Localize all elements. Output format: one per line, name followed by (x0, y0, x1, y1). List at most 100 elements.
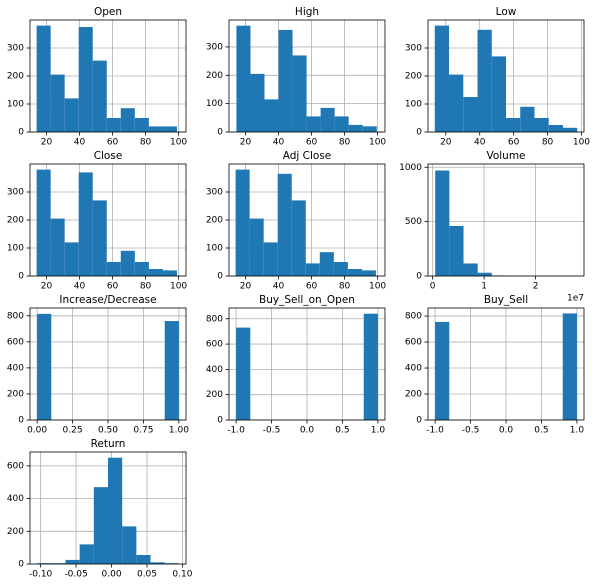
y-tick-label: 800 (7, 311, 24, 321)
subplot-title: Close (94, 150, 123, 162)
y-tick-label: 0 (217, 128, 223, 138)
bar (477, 272, 492, 276)
y-tick-label: 200 (7, 72, 24, 82)
y-tick-label: 0 (18, 272, 24, 282)
bar (79, 544, 94, 564)
bar (491, 56, 506, 132)
bar (278, 29, 293, 133)
bar (235, 169, 250, 276)
y-tick-label: 0 (18, 416, 24, 426)
y-tick-label: 500 (405, 217, 422, 227)
x-tick-label: 20 (240, 282, 252, 292)
x-tick-label: 100 (170, 138, 187, 148)
bar (463, 263, 478, 276)
y-tick-label: 300 (206, 188, 223, 198)
bar (78, 27, 93, 132)
x-tick-label: 60 (306, 282, 318, 292)
y-tick-label: 1000 (399, 163, 422, 173)
y-tick-label: 200 (206, 390, 223, 400)
x-tick-label: -1.0 (227, 426, 245, 436)
x-tick-label: 1.00 (169, 426, 189, 436)
x-tick-label: 0.5 (335, 426, 349, 436)
bar (249, 218, 264, 276)
x-tick-label: 0.0 (499, 426, 514, 436)
bar (50, 74, 65, 132)
y-tick-label: 200 (405, 390, 422, 400)
subplot-title: Buy_Sell_on_Open (259, 294, 355, 306)
y-tick-label: 100 (7, 100, 24, 110)
x-tick-label: 0.05 (137, 570, 157, 580)
x-tick-label: 60 (306, 138, 318, 148)
bar (306, 116, 321, 132)
bar (449, 74, 464, 132)
bar (435, 170, 450, 276)
x-tick-label: 1.0 (570, 426, 585, 436)
bar (120, 250, 135, 276)
bar (106, 118, 121, 132)
y-tick-label: 400 (206, 365, 223, 375)
bar (136, 555, 151, 564)
bar (236, 25, 251, 133)
bar (164, 563, 179, 564)
bar (562, 313, 577, 420)
y-tick-label: 600 (206, 340, 223, 350)
axes-frame (427, 307, 585, 421)
x-tick-label: 80 (542, 138, 554, 148)
bar (477, 29, 492, 132)
y-tick-label: 300 (405, 44, 422, 54)
y-tick-label: 800 (206, 314, 223, 324)
axes-frame (228, 307, 386, 421)
bar (292, 55, 307, 132)
x-tick-label: 20 (41, 282, 53, 292)
x-tick-label: 1 (481, 282, 487, 292)
bar (263, 242, 278, 276)
y-tick-label: 400 (7, 363, 24, 373)
y-tick-label: 600 (7, 337, 24, 347)
bar (236, 327, 251, 420)
y-tick-label: 0 (416, 272, 422, 282)
bar (37, 313, 52, 420)
x-tick-label: -0.5 (263, 426, 281, 436)
x-tick-label: 40 (474, 138, 486, 148)
y-tick-label: 0 (18, 128, 24, 138)
y-tick-label: 200 (405, 72, 422, 82)
y-tick-label: 600 (7, 461, 24, 471)
x-tick-label: 100 (369, 138, 386, 148)
bar (362, 126, 377, 132)
x-tick-label: 40 (273, 282, 285, 292)
bar (334, 116, 349, 132)
y-tick-label: 0 (217, 416, 223, 426)
bar (363, 313, 378, 420)
bar (319, 252, 334, 276)
axes-frame (228, 163, 386, 277)
x-tick-label: 40 (74, 282, 86, 292)
bar (277, 173, 292, 276)
y-tick-label: 100 (7, 244, 24, 254)
y-tick-label: 300 (7, 44, 24, 54)
bar (50, 218, 65, 276)
bar (134, 262, 149, 276)
y-tick-label: 100 (206, 99, 223, 109)
y-tick-label: 100 (206, 244, 223, 254)
x-tick-label: 20 (240, 138, 252, 148)
x-tick-label: 100 (170, 282, 187, 292)
x-tick-label: 0.0 (300, 426, 315, 436)
bar (148, 269, 163, 276)
bar (463, 97, 478, 132)
x-tick-label: 0.50 (98, 426, 118, 436)
subplot-title: Volume (486, 150, 525, 162)
x-tick-label: -0.10 (29, 570, 53, 580)
y-tick-label: 0 (217, 272, 223, 282)
y-tick-label: 300 (7, 188, 24, 198)
y-tick-label: 600 (405, 338, 422, 348)
subplot-title: Return (91, 438, 126, 450)
y-tick-label: 0 (18, 560, 24, 570)
bar (534, 118, 549, 132)
x-tick-label: 20 (440, 138, 452, 148)
x-tick-label: 80 (140, 138, 152, 148)
bar (264, 99, 279, 132)
bar (37, 563, 52, 564)
subplot-title: High (295, 6, 319, 18)
bar (506, 118, 521, 132)
bar (435, 321, 450, 420)
